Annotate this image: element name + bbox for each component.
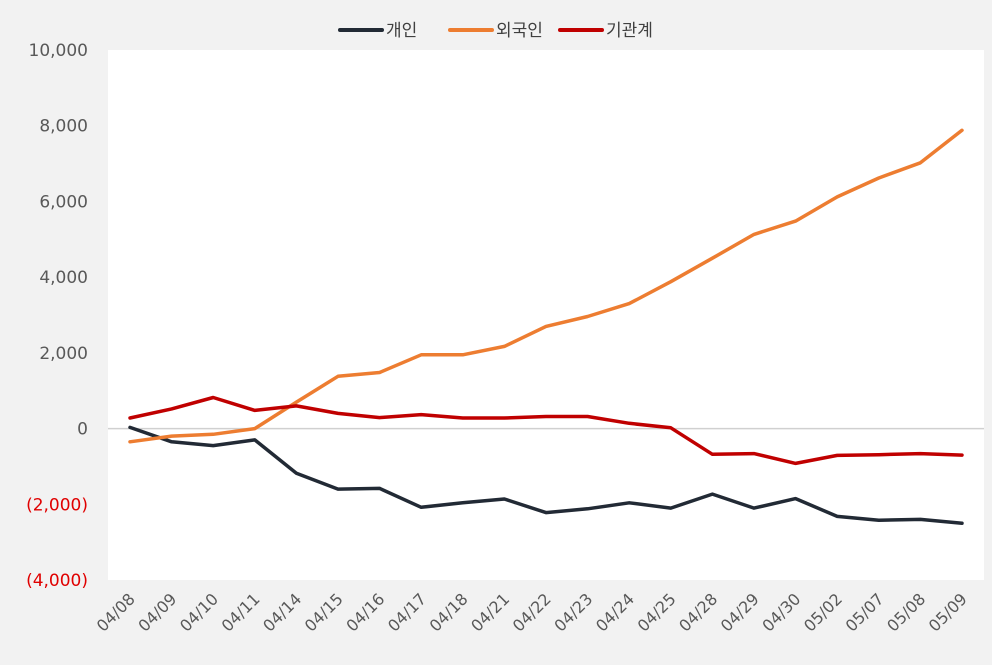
x-tick-label: 04/15 bbox=[301, 589, 347, 635]
x-tick-label: 04/11 bbox=[218, 589, 264, 635]
series-line-1 bbox=[128, 425, 964, 525]
x-tick-label: 04/30 bbox=[758, 589, 804, 635]
y-tick-label: 6,000 bbox=[39, 192, 88, 212]
y-tick-label: 2,000 bbox=[39, 344, 88, 364]
x-tick-label: 04/28 bbox=[675, 589, 721, 635]
x-tick-label: 04/29 bbox=[717, 589, 763, 635]
y-tick-label: (2,000) bbox=[26, 495, 88, 515]
x-tick-label: 04/23 bbox=[550, 589, 596, 635]
x-tick-label: 04/10 bbox=[176, 589, 222, 635]
y-tick-label: 10,000 bbox=[29, 41, 88, 61]
legend-label: 개인 bbox=[386, 21, 417, 41]
series-lines bbox=[128, 128, 964, 525]
x-tick-label: 04/22 bbox=[509, 589, 555, 635]
plot-area bbox=[108, 50, 984, 580]
x-tick-label: 05/02 bbox=[800, 589, 846, 635]
x-tick-label: 05/08 bbox=[883, 589, 929, 635]
y-tick-label: 0 bbox=[77, 420, 88, 440]
legend: 개인 외국인 기관계 bbox=[338, 21, 653, 41]
legend-label: 기관계 bbox=[606, 21, 653, 41]
x-tick-label: 04/18 bbox=[426, 589, 472, 635]
x-tick-label: 04/16 bbox=[342, 589, 388, 635]
y-tick-label: 8,000 bbox=[39, 117, 88, 137]
x-tick-label: 04/17 bbox=[384, 589, 430, 635]
x-tick-label: 05/07 bbox=[842, 589, 888, 635]
x-tick-label: 04/24 bbox=[592, 589, 638, 635]
legend-label: 외국인 bbox=[496, 21, 543, 41]
x-tick-label: 04/08 bbox=[93, 589, 139, 635]
x-axis: 04/0804/0904/1004/1104/1404/1504/1604/17… bbox=[93, 589, 971, 635]
series-line-2 bbox=[128, 128, 964, 444]
x-tick-label: 04/25 bbox=[634, 589, 680, 635]
y-tick-label: (4,000) bbox=[26, 571, 88, 591]
x-tick-label: 05/09 bbox=[925, 589, 971, 635]
x-tick-label: 04/21 bbox=[467, 589, 513, 635]
x-tick-label: 04/09 bbox=[134, 589, 180, 635]
series-line-3 bbox=[128, 395, 964, 466]
y-tick-label: 4,000 bbox=[39, 268, 88, 288]
y-axis: 10,000 8,000 6,000 4,000 2,000 0 (2,000) (4,000… bbox=[26, 41, 88, 591]
x-tick-label: 04/14 bbox=[259, 589, 305, 635]
